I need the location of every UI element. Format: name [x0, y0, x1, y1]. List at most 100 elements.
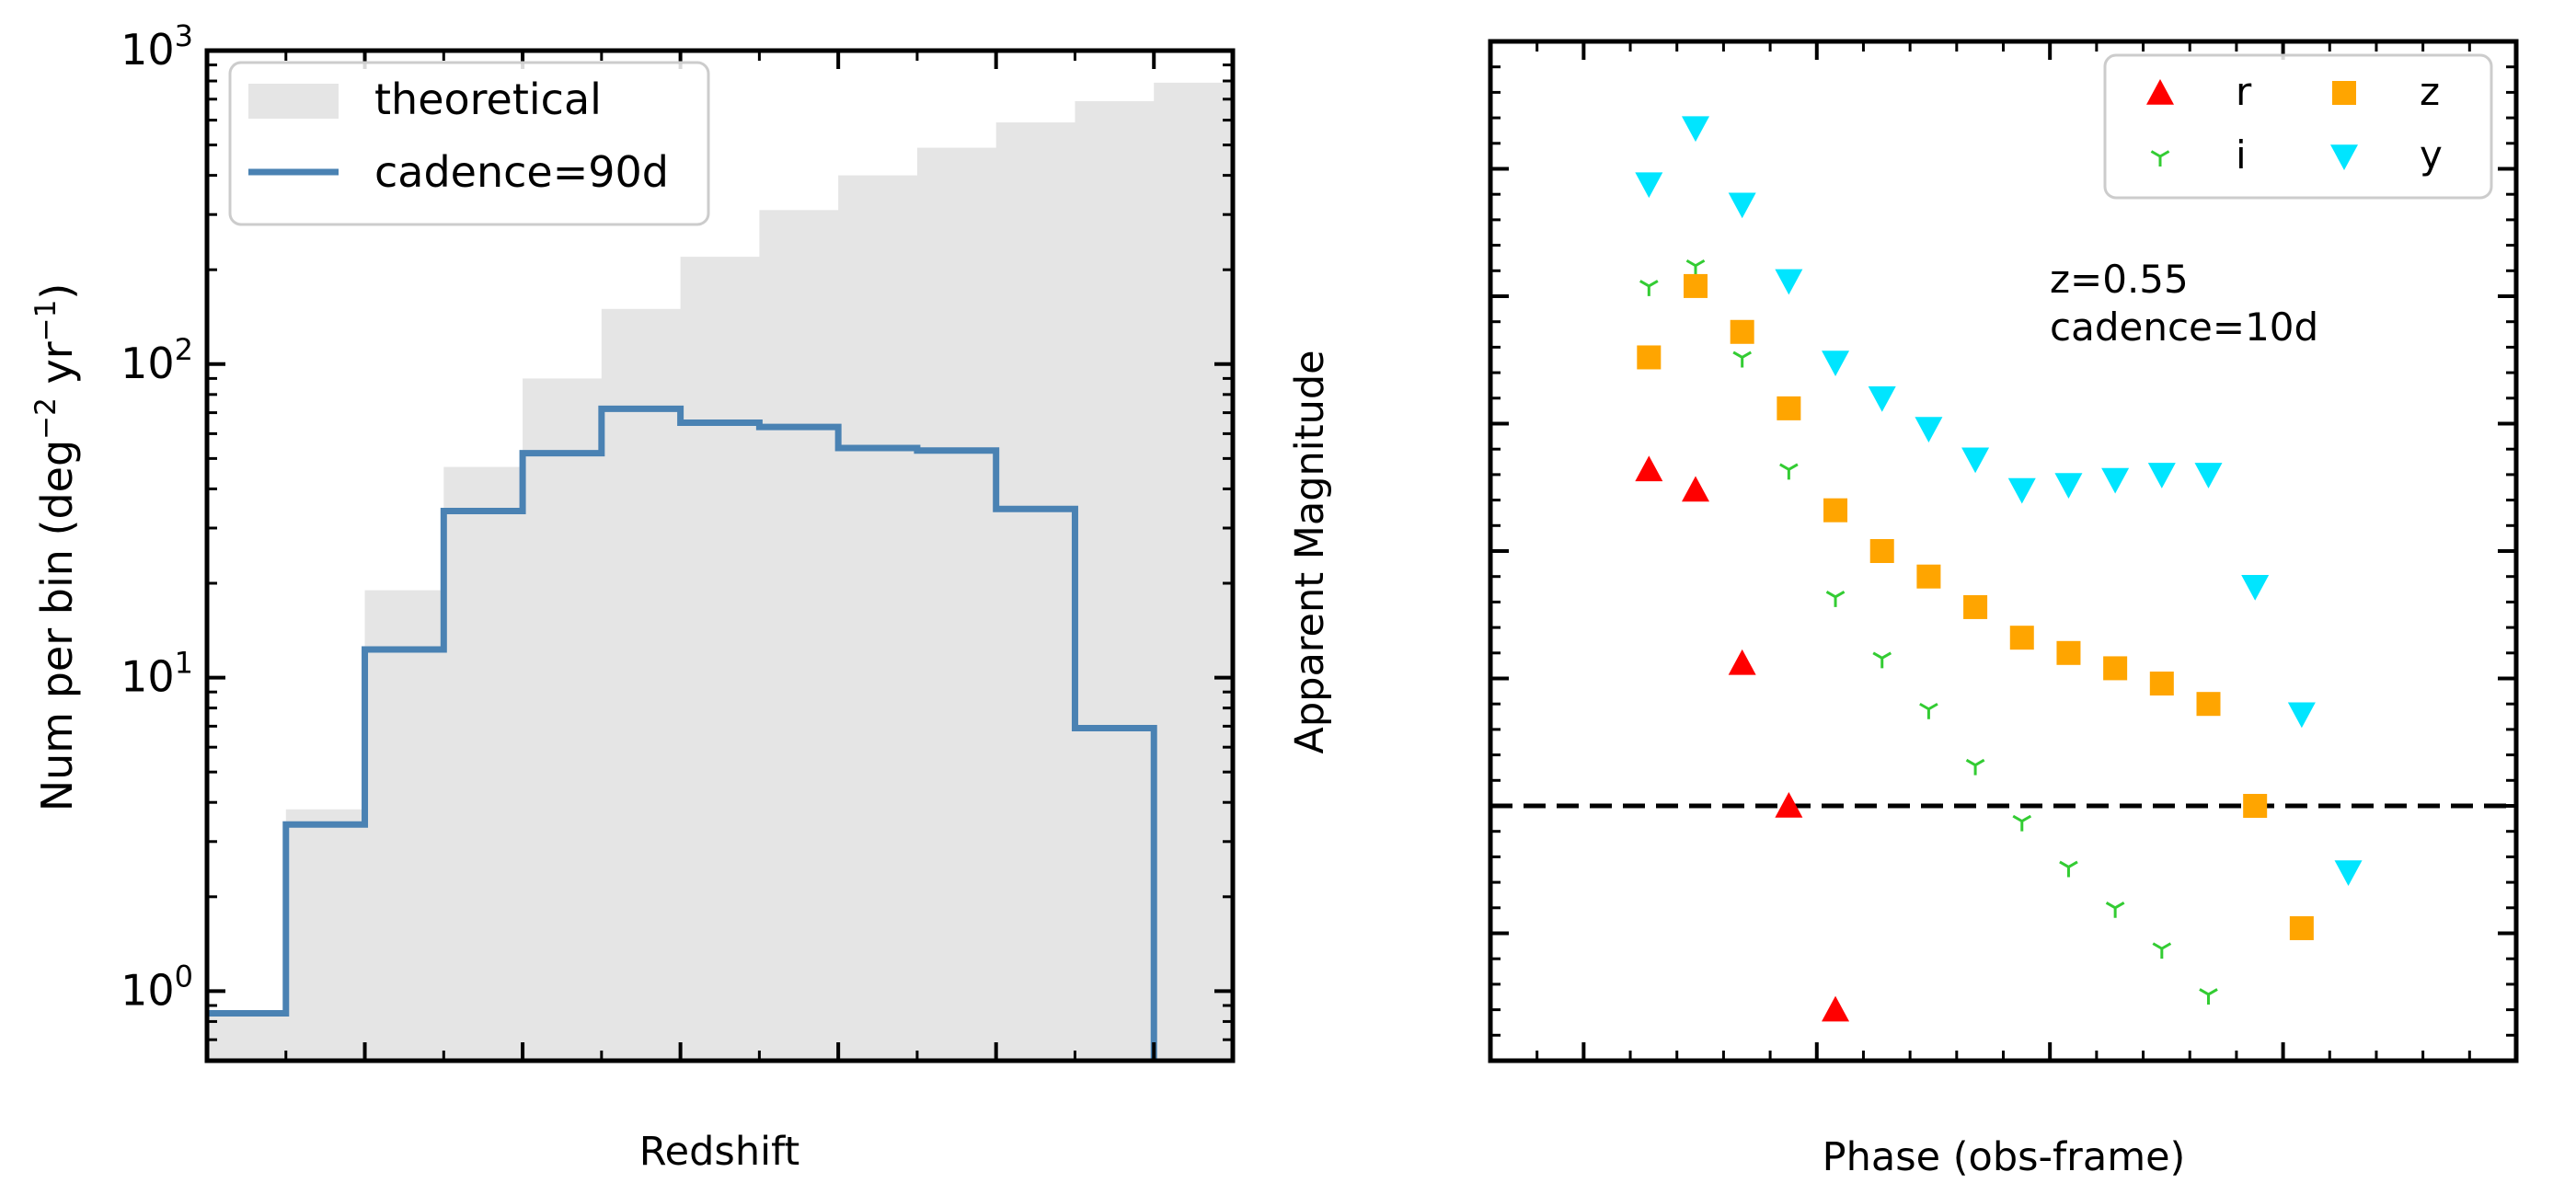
marker-z — [2243, 794, 2268, 818]
left-x-axis-label: Redshift — [639, 1129, 800, 1175]
marker-y — [2007, 477, 2036, 504]
theoretical-bar — [1154, 82, 1234, 1061]
marker-z — [2103, 656, 2128, 681]
y-tick-base: 10 — [121, 339, 175, 388]
legend-label-cadence: cadence=90d — [374, 147, 669, 197]
theoretical-bar — [838, 175, 918, 1062]
marker-y — [1961, 447, 1990, 474]
marker-i — [2199, 988, 2218, 1005]
marker-r — [1682, 476, 1709, 502]
marker-z — [2196, 692, 2221, 717]
right-legend-markers — [2146, 79, 2358, 170]
right-y-axis-label: Apparent Magnitude — [1287, 350, 1333, 753]
marker-i — [1732, 350, 1752, 368]
marker-z — [2009, 626, 2034, 650]
marker-y — [1915, 417, 1943, 443]
legend-label-z: z — [2420, 69, 2440, 114]
y-tick-base: 10 — [121, 25, 175, 75]
marker-r — [1728, 649, 1756, 675]
theoretical-bar — [680, 257, 760, 1062]
y-tick-base: 10 — [121, 965, 175, 1015]
theoretical-bar — [995, 122, 1076, 1061]
legend-label-theoretical: theoretical — [374, 75, 602, 124]
right-legend-box — [2103, 53, 2493, 200]
right-scatter-panel: Phase (obs-frame) Apparent Magnitude z=0… — [1287, 39, 2519, 1180]
marker-i — [1872, 651, 1892, 669]
marker-y — [2054, 473, 2083, 499]
theoretical-fill-layer — [207, 82, 1234, 1062]
marker-z — [1869, 539, 1894, 563]
theoretical-bar — [364, 590, 444, 1061]
marker-z — [2149, 672, 2174, 696]
marker-r — [1775, 792, 1803, 818]
y-tick-base: 10 — [121, 652, 175, 702]
marker-i — [2105, 901, 2125, 918]
marker-y — [1822, 350, 1850, 377]
legend-marker-z — [2332, 81, 2356, 105]
left-axes-frame — [204, 48, 1236, 1063]
left-legend-box — [228, 61, 710, 226]
marker-y — [2194, 463, 2223, 488]
marker-i — [1779, 463, 1799, 480]
marker-z — [1963, 594, 1988, 619]
theoretical-bar — [443, 466, 523, 1061]
ylabel-exponent-1: −2 — [29, 397, 63, 440]
annotation-cadence: cadence=10d — [2050, 304, 2318, 350]
legend-marker-i — [2150, 150, 2170, 167]
marker-z — [2056, 640, 2081, 665]
marker-y — [1635, 172, 1663, 199]
y-tick-exponent: 0 — [175, 959, 193, 994]
marker-i — [2152, 942, 2172, 959]
left-y-axis-label: Num per bin (deg−2 yr−1) — [29, 283, 82, 812]
marker-y — [2101, 467, 2130, 494]
theoretical-bar — [1075, 100, 1155, 1062]
marker-z — [1916, 564, 1941, 589]
marker-i — [1919, 702, 1938, 719]
marker-z — [1637, 345, 1662, 370]
theoretical-bar — [916, 147, 997, 1062]
ylabel-exponent-2: −1 — [29, 300, 63, 342]
right-legend: r i z y — [2103, 53, 2493, 200]
marker-r — [1635, 455, 1663, 482]
marker-r — [1822, 995, 1850, 1022]
legend-swatch-theoretical — [248, 84, 339, 119]
y-tick-exponent: 1 — [175, 646, 193, 681]
marker-y — [2287, 702, 2316, 729]
marker-i — [1639, 280, 1659, 296]
theoretical-bar — [285, 809, 366, 1061]
right-x-axis-label: Phase (obs-frame) — [1823, 1134, 2186, 1180]
y-tick-label: 100 — [121, 959, 193, 1015]
marker-z — [2289, 915, 2314, 940]
marker-y — [2241, 575, 2270, 601]
theoretical-bar — [759, 210, 839, 1062]
marker-y — [1682, 116, 1709, 143]
marker-i — [1825, 591, 1846, 607]
y-tick-exponent: 2 — [175, 332, 193, 367]
y-tick-label: 101 — [121, 646, 193, 702]
annotation-redshift: z=0.55 — [2050, 257, 2189, 302]
marker-y — [2334, 860, 2363, 887]
marker-y — [1775, 269, 1803, 295]
cadence-step-line — [207, 405, 1157, 1063]
marker-y — [2147, 463, 2176, 488]
y-tick-exponent: 3 — [175, 18, 193, 53]
legend-marker-y — [2330, 144, 2358, 170]
marker-i — [2059, 860, 2078, 878]
marker-i — [1965, 758, 1985, 776]
theoretical-bar — [207, 1013, 287, 1061]
left-legend: theoretical cadence=90d — [228, 61, 710, 226]
right-axes-frame — [1488, 39, 2519, 1063]
legend-marker-r — [2146, 79, 2174, 105]
marker-y — [1868, 386, 1896, 412]
theoretical-bar — [601, 308, 682, 1061]
marker-z — [1823, 498, 1848, 523]
marker-z — [1684, 273, 1708, 298]
ylabel-part-end: ) — [32, 283, 82, 300]
legend-label-r: r — [2236, 69, 2252, 114]
ylabel-part-mid: yr — [32, 341, 82, 397]
marker-z — [1730, 319, 1754, 344]
legend-label-i: i — [2236, 132, 2247, 178]
marker-z — [1777, 396, 1801, 420]
